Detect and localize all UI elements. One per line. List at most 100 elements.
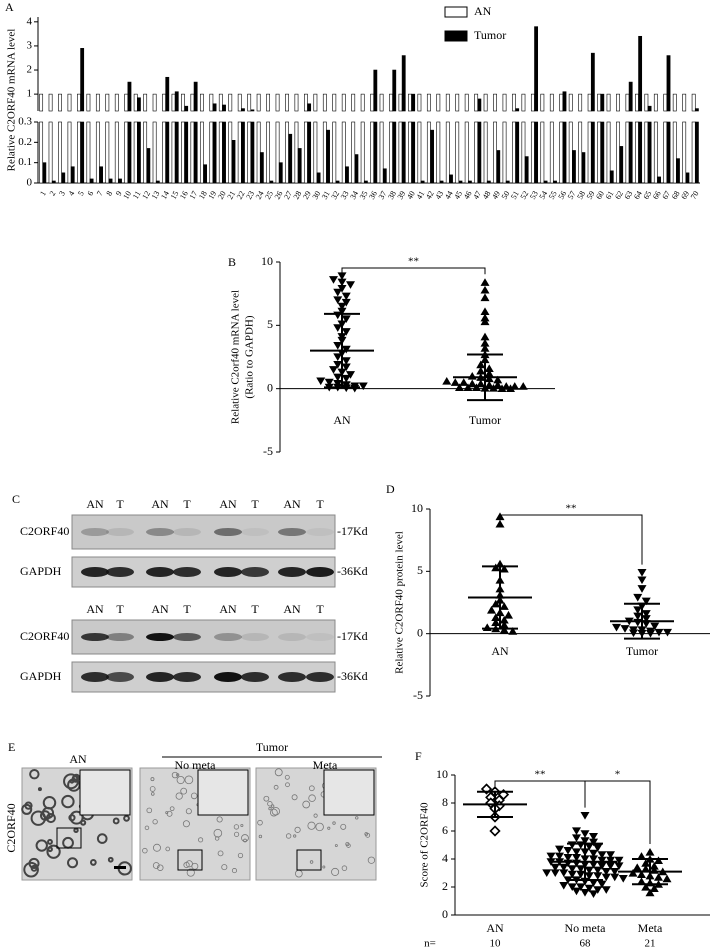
point bbox=[341, 328, 351, 336]
y-tick-label: 0 bbox=[442, 907, 448, 921]
ihc-texture bbox=[345, 842, 350, 847]
bar bbox=[152, 121, 157, 184]
x-tick-label: 6 bbox=[86, 189, 96, 197]
bar bbox=[628, 81, 633, 112]
point bbox=[662, 874, 672, 883]
ihc-texture bbox=[308, 794, 316, 802]
x-tick-label: 68 bbox=[670, 189, 682, 200]
bar bbox=[515, 108, 520, 112]
bar bbox=[644, 121, 649, 184]
bar bbox=[171, 93, 176, 112]
x-tick-label: 7 bbox=[95, 189, 105, 197]
blot-band bbox=[306, 672, 334, 682]
point bbox=[589, 879, 598, 887]
bar bbox=[389, 121, 393, 184]
y-axis-label: (Ratio to GAPDH) bbox=[244, 315, 256, 398]
x-tick-label: 14 bbox=[159, 189, 171, 200]
ihc-texture bbox=[241, 834, 249, 842]
x-tick-label: 62 bbox=[613, 189, 625, 200]
x-tick-label: 49 bbox=[490, 189, 502, 200]
ihc-texture bbox=[243, 838, 247, 843]
ihc-texture bbox=[322, 865, 326, 869]
bar bbox=[600, 93, 605, 112]
point bbox=[550, 869, 560, 878]
x-tick-label: 53 bbox=[528, 189, 540, 200]
blot-band bbox=[106, 567, 134, 577]
point bbox=[480, 285, 490, 294]
bar bbox=[578, 93, 583, 112]
point bbox=[649, 884, 659, 892]
x-tick-label: 21 bbox=[225, 189, 237, 200]
x-tick-label: 1 bbox=[38, 189, 48, 197]
bar bbox=[247, 121, 252, 184]
point bbox=[589, 890, 598, 899]
point bbox=[480, 278, 490, 286]
point bbox=[637, 852, 646, 860]
ihc-texture bbox=[123, 814, 130, 822]
blot-band bbox=[214, 567, 242, 577]
bar bbox=[237, 93, 242, 112]
bar bbox=[408, 93, 412, 112]
point bbox=[497, 384, 507, 393]
point bbox=[641, 859, 651, 867]
point bbox=[480, 339, 490, 347]
point bbox=[333, 296, 343, 305]
point bbox=[593, 886, 603, 894]
y-tick-label: 0 bbox=[267, 380, 273, 394]
point bbox=[333, 361, 343, 369]
bar bbox=[86, 121, 91, 184]
blot bbox=[71, 514, 336, 550]
point bbox=[555, 845, 564, 854]
blot-band bbox=[241, 567, 269, 577]
point bbox=[493, 380, 503, 389]
bar bbox=[682, 121, 687, 184]
point bbox=[499, 602, 509, 610]
blot-band bbox=[214, 633, 242, 641]
bar bbox=[363, 180, 368, 184]
bar bbox=[609, 170, 614, 184]
bar bbox=[146, 148, 151, 184]
bar bbox=[137, 121, 141, 184]
point bbox=[476, 379, 486, 388]
point bbox=[654, 873, 663, 881]
point bbox=[337, 278, 347, 287]
bar bbox=[572, 150, 576, 184]
bar bbox=[105, 93, 110, 112]
point bbox=[333, 353, 343, 362]
blot-band bbox=[278, 567, 306, 577]
x-tick-label: 35 bbox=[358, 189, 370, 200]
bar bbox=[256, 93, 261, 112]
blot-band bbox=[81, 633, 109, 641]
significance-bracket bbox=[341, 267, 486, 276]
bar bbox=[694, 121, 699, 184]
point bbox=[491, 613, 501, 622]
x-tick-label: 38 bbox=[386, 189, 398, 200]
point bbox=[489, 825, 501, 837]
bar bbox=[417, 121, 422, 184]
x-tick-label: 13 bbox=[150, 189, 162, 200]
ihc-texture bbox=[198, 837, 204, 843]
ihc-texture bbox=[180, 787, 188, 795]
point bbox=[580, 812, 590, 820]
point bbox=[467, 371, 477, 380]
ihc-texture bbox=[153, 843, 161, 852]
bar bbox=[155, 180, 160, 184]
bar bbox=[77, 93, 81, 112]
point bbox=[597, 880, 607, 889]
x-tick-label: 64 bbox=[632, 189, 644, 200]
bar bbox=[666, 121, 671, 184]
panel-letter: E bbox=[8, 740, 15, 754]
legend-label: Tumor bbox=[474, 28, 506, 42]
bar bbox=[590, 52, 595, 112]
bar bbox=[534, 26, 539, 112]
point bbox=[480, 317, 490, 326]
bar bbox=[455, 121, 460, 184]
point bbox=[637, 568, 647, 577]
bar bbox=[474, 121, 479, 184]
ihc-texture bbox=[71, 774, 80, 783]
point bbox=[563, 854, 573, 862]
bar bbox=[354, 154, 359, 184]
bar bbox=[496, 150, 501, 184]
bar bbox=[39, 93, 44, 112]
blot-band bbox=[241, 528, 269, 536]
